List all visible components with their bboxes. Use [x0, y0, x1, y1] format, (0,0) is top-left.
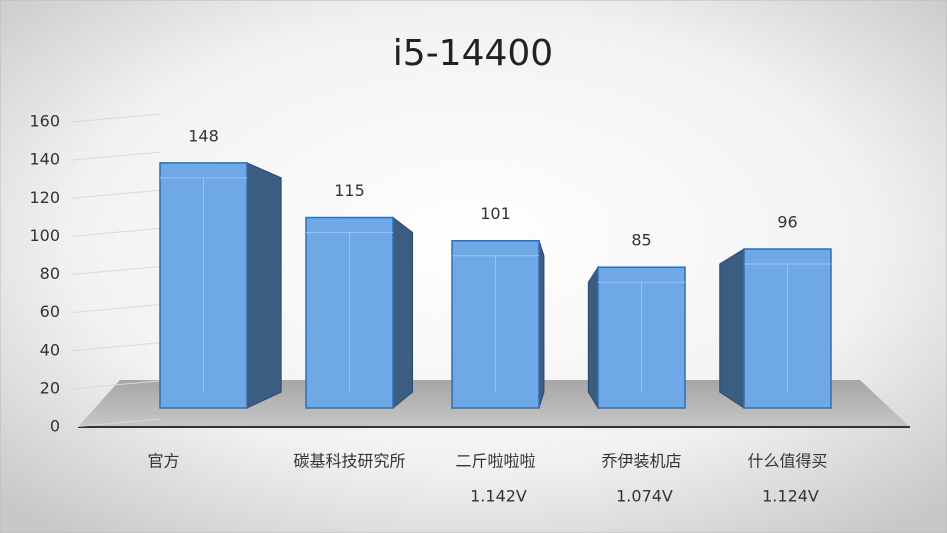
- category-note: 1.074V: [616, 487, 673, 506]
- bar-side: [392, 216, 414, 410]
- grid-line: [71, 380, 161, 390]
- bar: [305, 216, 414, 410]
- grid-line: [71, 113, 161, 123]
- bar: [587, 265, 686, 410]
- category-note: 1.124V: [762, 487, 819, 506]
- x-tick-label: 二斤啦啦啦: [455, 452, 535, 471]
- y-tick-label: 40: [40, 340, 60, 359]
- category-note: 1.142V: [470, 487, 527, 506]
- y-tick-label: 60: [40, 302, 60, 321]
- grid-line: [71, 342, 161, 352]
- grid-line: [71, 151, 161, 161]
- data-label: 101: [480, 204, 511, 223]
- bar-side: [587, 265, 599, 410]
- x-tick-label: 碳基科技研究所: [293, 452, 405, 471]
- grid-line: [71, 304, 161, 314]
- data-label: 148: [188, 126, 219, 145]
- x-tick-label: 乔伊装机店: [601, 452, 681, 471]
- grid-line: [71, 189, 161, 199]
- bar: [159, 162, 282, 409]
- x-tick-label: 官方: [147, 452, 179, 471]
- grid-line: [71, 418, 161, 428]
- y-tick-label: 140: [29, 150, 60, 169]
- plot: 0 20 40 60 80 100 120 140 160 148 官方 115 碳基科技研究所 101 二…: [29, 112, 832, 506]
- bar: [719, 248, 832, 409]
- chart-title: i5-14400: [393, 33, 553, 74]
- y-tick-label: 100: [29, 226, 60, 245]
- bar-side: [719, 248, 745, 409]
- x-tick-label: 什么值得买: [747, 452, 827, 471]
- y-tick-label: 0: [50, 417, 60, 436]
- y-tick-label: 120: [29, 188, 60, 207]
- data-label: 85: [631, 231, 651, 250]
- y-tick-label: 160: [29, 112, 60, 131]
- y-tick-label: 20: [40, 378, 60, 397]
- data-label: 96: [777, 213, 797, 232]
- data-label: 115: [334, 181, 365, 200]
- grid-line: [71, 227, 161, 237]
- y-tick-label: 80: [40, 264, 60, 283]
- bar-side: [246, 162, 282, 409]
- bar: [451, 239, 545, 409]
- grid-line: [71, 266, 161, 275]
